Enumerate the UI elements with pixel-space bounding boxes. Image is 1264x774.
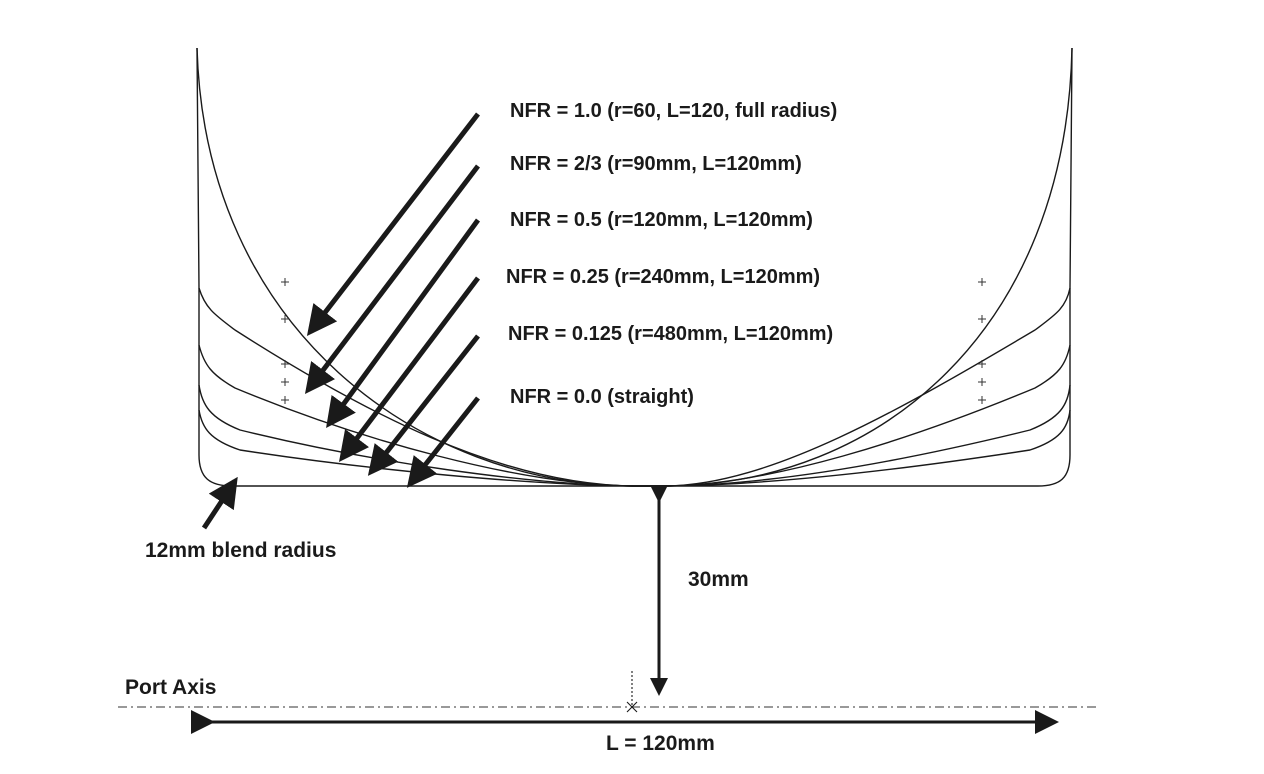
arrow-nfr-0-5 [326,218,481,429]
label-height: 30mm [688,568,749,591]
center-markers [281,278,986,404]
label-nfr-0-25: NFR = 0.25 (r=240mm, L=120mm) [506,266,820,288]
curve-nfr-0-0 [198,410,1071,487]
nfr-leader-arrows [201,112,481,530]
label-nfr-0-125: NFR = 0.125 (r=480mm, L=120mm) [508,323,833,345]
label-nfr-2-3: NFR = 2/3 (r=90mm, L=120mm) [510,153,802,175]
arrow-blend-radius [201,476,238,530]
length-dimension: L = 120mm [191,710,1059,755]
label-port-axis: Port Axis [125,676,216,699]
arrow-nfr-0-0 [406,396,480,488]
arrow-nfr-2-3 [304,164,480,394]
arrow-nfr-0-25 [338,276,480,462]
nfr-labels: NFR = 1.0 (r=60, L=120, full radius) NFR… [506,100,837,408]
label-nfr-0-0: NFR = 0.0 (straight) [510,386,694,408]
label-nfr-0-5: NFR = 0.5 (r=120mm, L=120mm) [510,209,813,231]
label-nfr-1-0: NFR = 1.0 (r=60, L=120, full radius) [510,100,837,122]
curve-nfr-0-25 [198,345,1071,487]
port-axis: Port Axis [118,671,1100,713]
label-blend-radius: 12mm blend radius [145,539,336,562]
arrow-nfr-0-125 [367,334,480,476]
label-length: L = 120mm [606,732,715,755]
arrow-nfr-1-0 [306,112,480,336]
height-dimension: 30mm [650,485,749,696]
